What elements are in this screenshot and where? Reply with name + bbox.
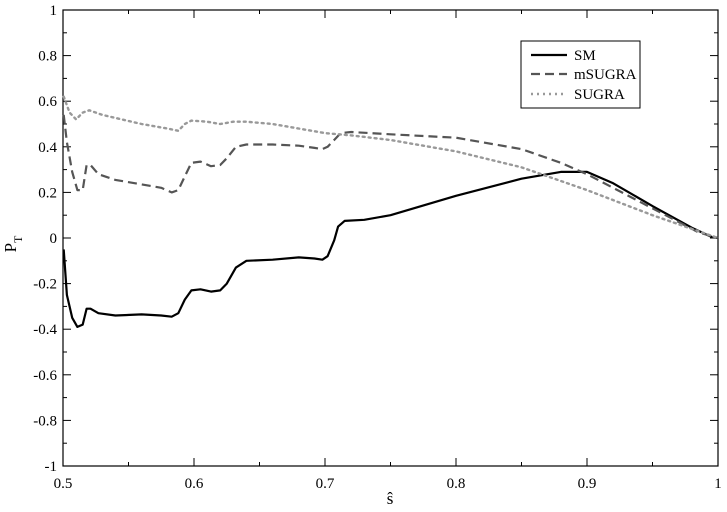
x-axis-label: ŝ — [387, 489, 394, 508]
x-tick-label: 0.6 — [185, 476, 204, 492]
y-tick-label: 0.8 — [38, 49, 57, 65]
y-tick-label: 0.4 — [38, 140, 57, 156]
x-tick-label: 0.5 — [54, 476, 73, 492]
legend-label-sm: SM — [574, 48, 596, 64]
x-tick-label: 1 — [714, 476, 722, 492]
legend-label-sugra: SUGRA — [574, 87, 625, 103]
series-line-sm — [62, 170, 719, 328]
x-tick-label: 0.9 — [578, 476, 597, 492]
y-tick-label: -0.8 — [33, 413, 57, 429]
y-axis-label-sub: T — [11, 235, 25, 243]
y-axis-label-main: P — [1, 243, 20, 252]
series-line-sugra — [62, 95, 720, 240]
y-tick-label: -0.6 — [33, 368, 57, 384]
y-tick-label: 0.2 — [38, 185, 57, 201]
legend: SM mSUGRA SUGRA — [520, 40, 641, 109]
axis-ticks: 0.5 0.6 0.7 0.8 0.9 1 -1 -0.8 -0.6 -0.4 -0.2 0 0.2 0.… — [33, 3, 722, 492]
y-tick-label: 0.6 — [38, 94, 57, 110]
x-tick-label: 0.7 — [316, 476, 335, 492]
y-tick-label: -0.2 — [33, 277, 57, 293]
legend-box — [520, 40, 641, 109]
y-tick-label: 0 — [50, 231, 58, 247]
series-layer — [62, 95, 720, 328]
x-tick-label: 0.8 — [447, 476, 466, 492]
y-tick-label: 1 — [50, 3, 58, 19]
y-tick-label: -0.4 — [33, 322, 57, 338]
series-line-msugra — [62, 114, 719, 240]
y-tick-label: -1 — [45, 459, 58, 475]
legend-label-msugra: mSUGRA — [574, 67, 637, 83]
y-axis-label: PT — [1, 235, 25, 252]
